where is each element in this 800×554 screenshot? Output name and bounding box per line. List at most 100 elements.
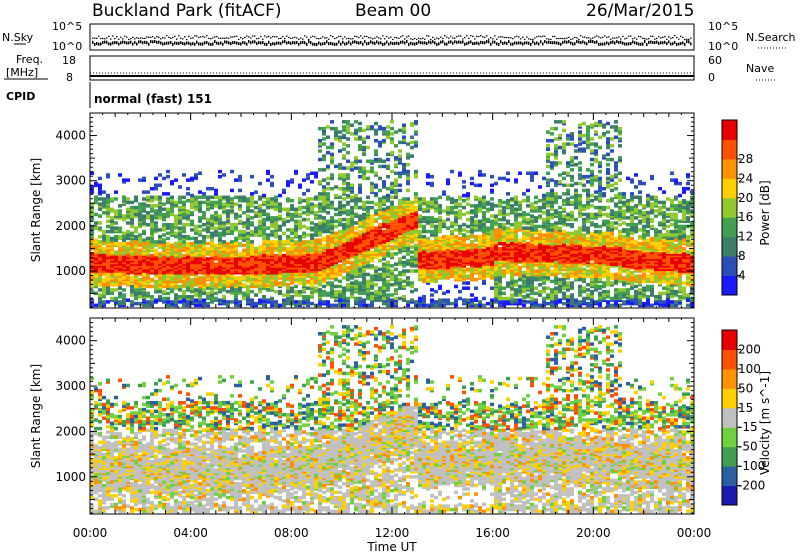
noise-point xyxy=(120,36,122,38)
power-heatmap xyxy=(90,120,694,308)
noise-point xyxy=(442,40,444,44)
power-cell xyxy=(286,293,290,297)
power-cell xyxy=(354,156,358,160)
power-cell xyxy=(330,142,334,146)
power-cell xyxy=(318,214,322,218)
power-cell xyxy=(406,276,410,280)
power-cell xyxy=(326,176,330,181)
power-cell xyxy=(338,200,342,205)
power-cell xyxy=(106,224,110,229)
power-cell xyxy=(358,190,362,194)
power-cell xyxy=(266,274,270,278)
power-cell xyxy=(178,295,182,299)
noise-point xyxy=(140,40,142,44)
power-cell xyxy=(474,207,478,212)
power-cell xyxy=(222,221,226,225)
noise-point xyxy=(432,36,434,38)
power-cell xyxy=(230,226,234,230)
power-cell xyxy=(382,229,386,234)
power-cell xyxy=(318,180,322,184)
power-cell xyxy=(162,217,166,222)
power-cell xyxy=(306,207,310,212)
power-cell xyxy=(390,185,394,189)
power-cell xyxy=(494,271,498,275)
power-cell xyxy=(230,222,234,227)
power-cell xyxy=(366,195,370,200)
power-cell xyxy=(406,262,410,266)
noise-point xyxy=(518,36,520,38)
power-cell xyxy=(350,281,354,285)
power-cell xyxy=(214,195,218,200)
power-cell xyxy=(166,207,170,212)
power-cell xyxy=(206,257,210,261)
power-cell xyxy=(222,301,226,306)
power-cell xyxy=(342,286,346,290)
power-cell xyxy=(326,145,330,150)
noise-point xyxy=(198,36,200,39)
noise-point xyxy=(546,40,548,44)
noise-point xyxy=(456,36,458,38)
power-cell xyxy=(414,269,418,273)
noise-point xyxy=(454,37,456,39)
noise-point xyxy=(632,40,634,44)
power-cell xyxy=(390,190,394,194)
power-cell xyxy=(354,120,358,124)
noise-point xyxy=(138,40,140,44)
noise-point xyxy=(544,35,546,37)
power-cell xyxy=(98,226,102,230)
power-cell xyxy=(370,214,374,218)
noise-point xyxy=(570,41,572,45)
noise-point xyxy=(228,37,230,39)
power-cell xyxy=(390,264,394,268)
power-cell xyxy=(470,272,474,277)
power-cell xyxy=(206,229,210,234)
power-cell xyxy=(386,186,390,191)
noise-point xyxy=(480,35,482,37)
power-cell xyxy=(422,277,426,282)
power-cell xyxy=(382,246,386,251)
noise-point xyxy=(324,37,326,39)
power-cell xyxy=(138,277,142,282)
power-cell xyxy=(158,234,162,239)
noise-point xyxy=(604,35,606,37)
power-cell xyxy=(398,257,402,261)
power-cell xyxy=(302,269,306,273)
power-cell xyxy=(118,300,122,304)
power-cell xyxy=(190,219,194,224)
power-cell xyxy=(170,252,174,256)
power-cell xyxy=(330,236,334,241)
power-cell xyxy=(150,209,154,213)
power-cell xyxy=(122,288,126,292)
noise-point xyxy=(434,41,436,45)
power-cell xyxy=(414,195,418,200)
noise-point xyxy=(94,42,96,46)
power-cell xyxy=(102,234,106,239)
power-cell xyxy=(282,222,286,227)
power-cell xyxy=(94,198,98,203)
power-cell xyxy=(294,277,298,282)
noise-point xyxy=(550,41,552,45)
noise-point xyxy=(176,38,178,40)
power-cell xyxy=(462,212,466,217)
power-cell xyxy=(190,236,194,241)
noise-point xyxy=(396,41,398,45)
power-cell xyxy=(394,296,398,301)
power-cell xyxy=(414,174,418,179)
power-cell xyxy=(274,226,278,230)
power-cell xyxy=(146,284,150,289)
power-cell xyxy=(494,233,498,237)
power-cell xyxy=(390,200,394,205)
noise-point xyxy=(134,38,136,40)
power-cell xyxy=(138,295,142,299)
noise-point xyxy=(268,40,270,44)
power-cell xyxy=(170,283,174,287)
power-cell xyxy=(170,288,174,292)
noise-point xyxy=(256,42,258,46)
power-cell xyxy=(366,296,370,301)
noise-point xyxy=(650,35,652,37)
power-cell xyxy=(334,269,338,273)
power-cell xyxy=(382,277,386,282)
noise-point xyxy=(554,41,556,45)
power-cell xyxy=(270,229,274,234)
power-cell xyxy=(402,264,406,268)
